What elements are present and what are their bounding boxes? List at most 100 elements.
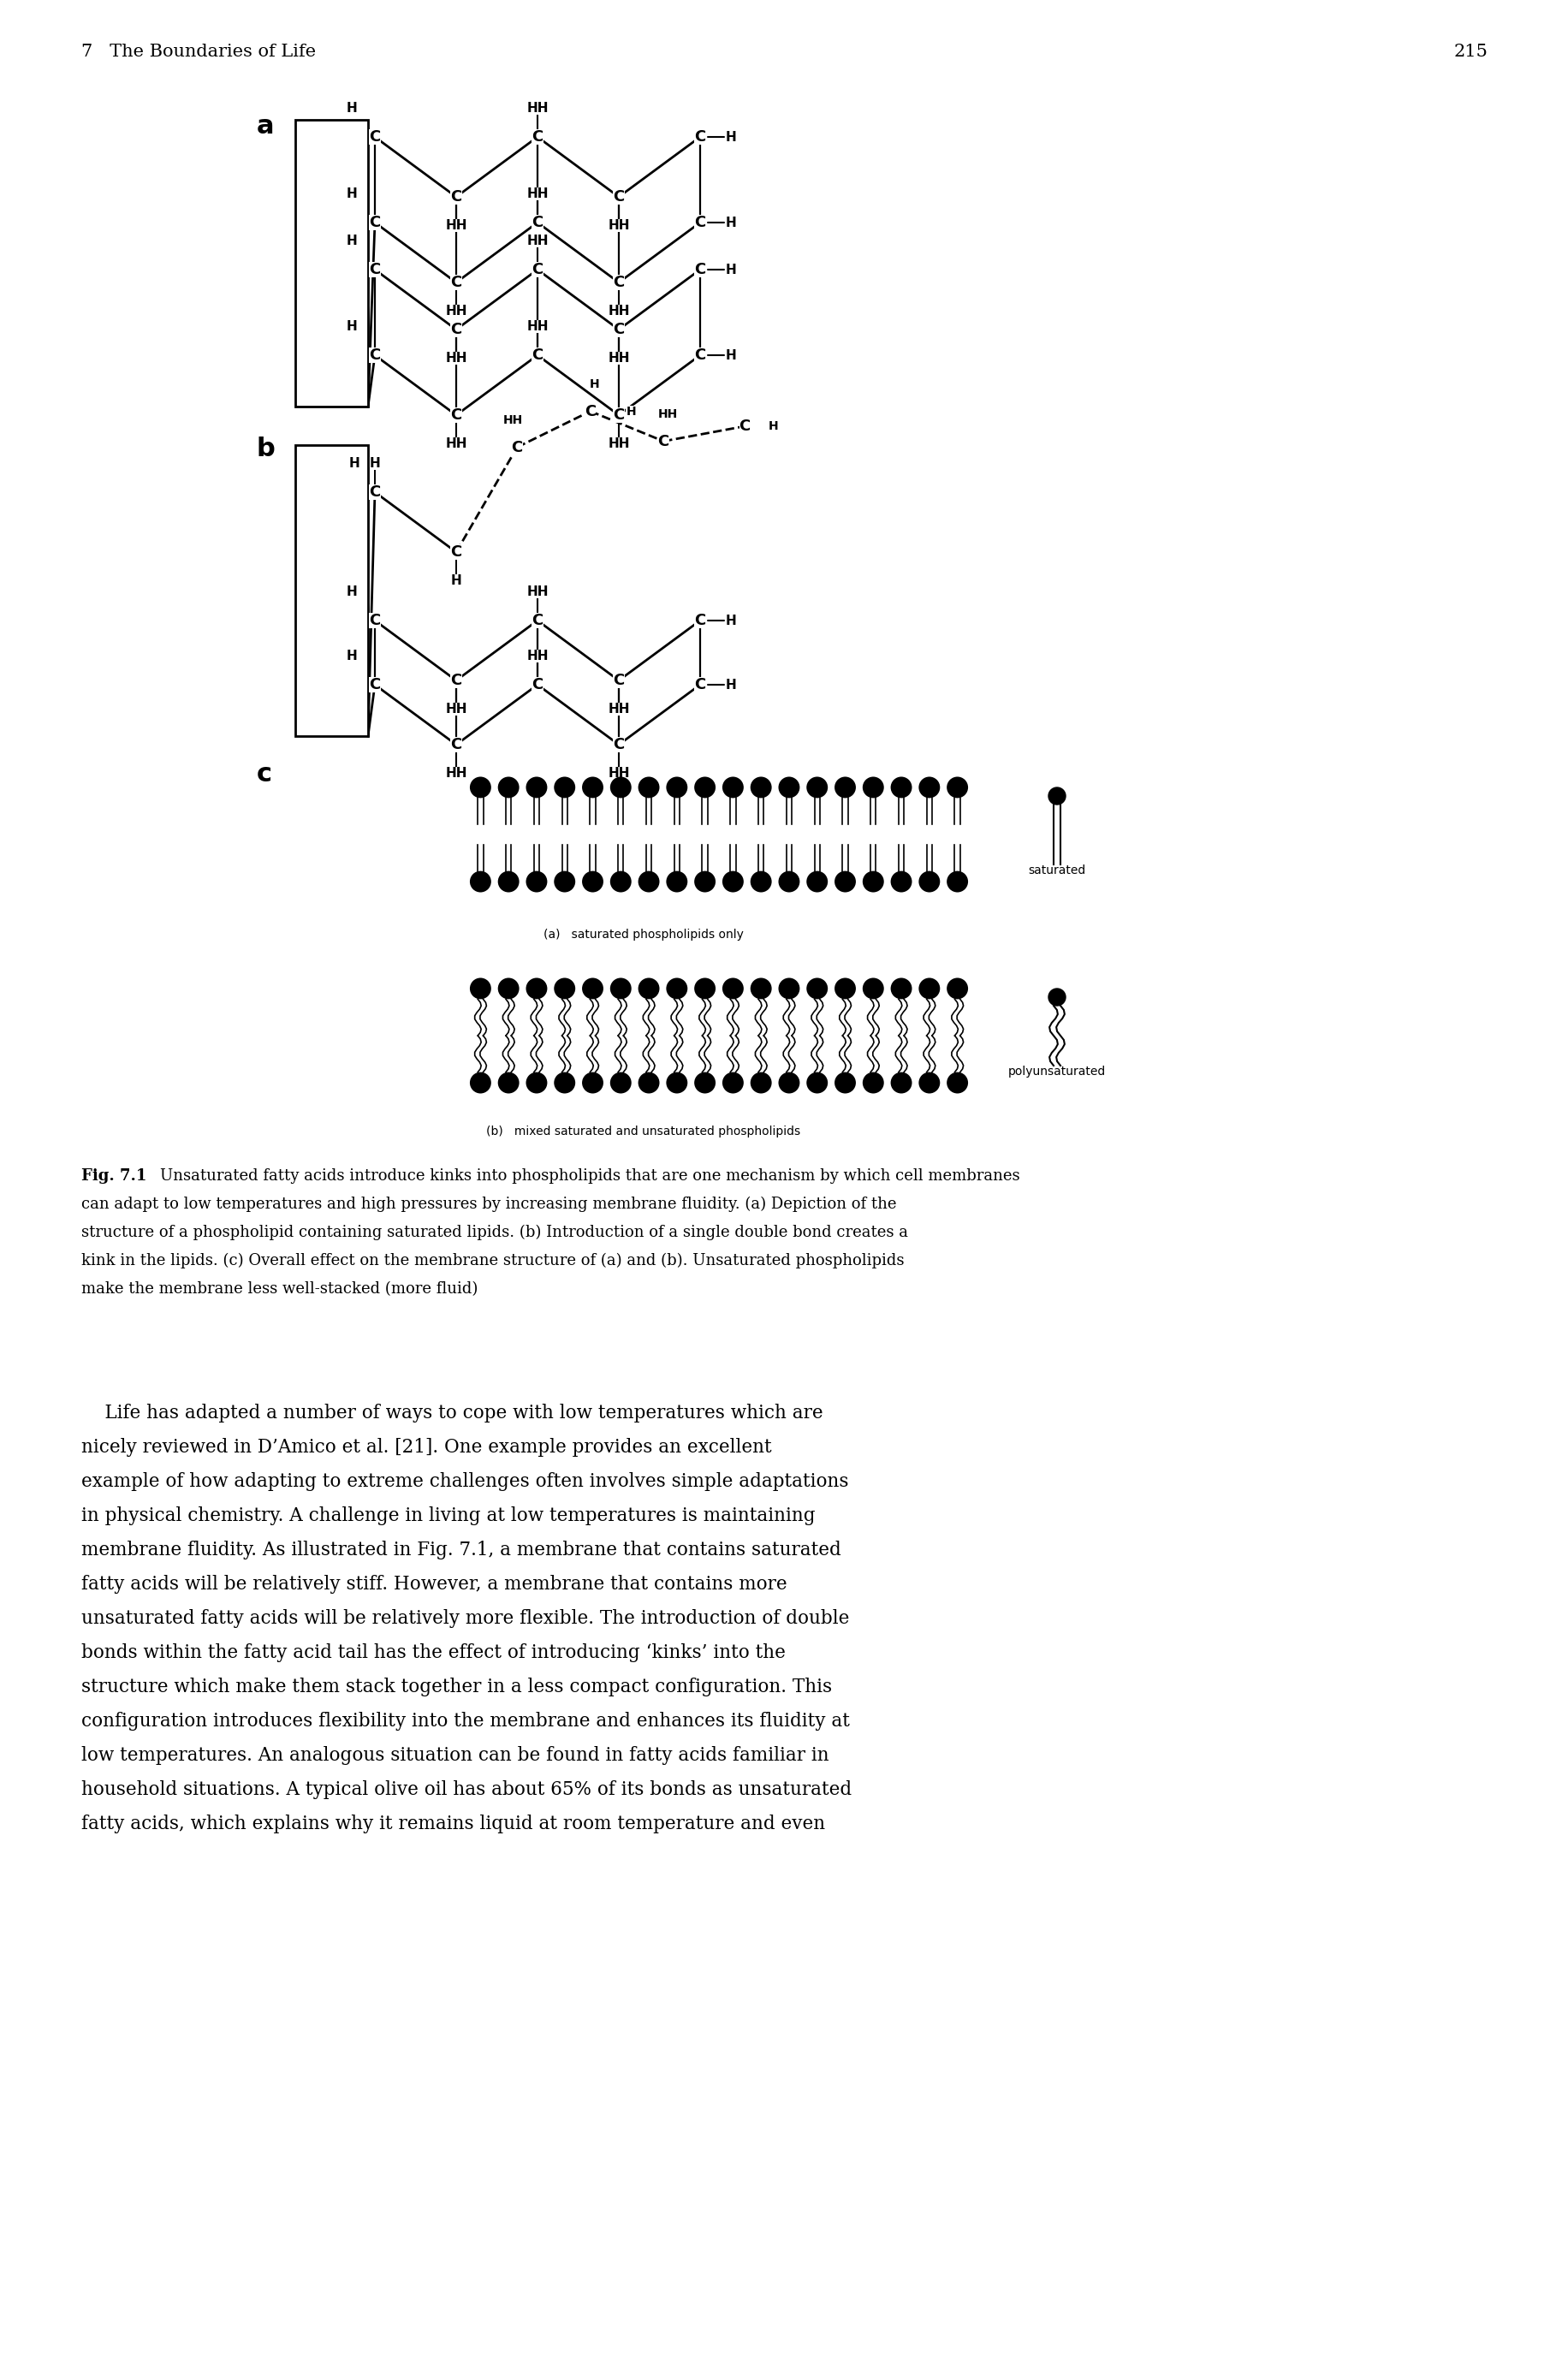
Circle shape: [778, 777, 800, 798]
Text: C: C: [532, 261, 543, 278]
Text: H: H: [347, 102, 358, 114]
Text: can adapt to low temperatures and high pressures by increasing membrane fluidity: can adapt to low temperatures and high p…: [82, 1198, 895, 1212]
Text: C: C: [657, 432, 670, 449]
Circle shape: [806, 872, 828, 893]
Text: C: C: [613, 190, 624, 204]
Text: HH: HH: [607, 304, 629, 318]
Text: C: C: [585, 404, 596, 418]
Circle shape: [778, 872, 800, 893]
Text: HH: HH: [607, 767, 629, 779]
Circle shape: [834, 979, 856, 1000]
Circle shape: [497, 872, 519, 893]
Circle shape: [1047, 988, 1065, 1005]
Circle shape: [1047, 786, 1065, 805]
Text: HH: HH: [445, 352, 467, 364]
Text: 7   The Boundaries of Life: 7 The Boundaries of Life: [82, 43, 315, 59]
Text: C: C: [450, 737, 461, 753]
Circle shape: [497, 1072, 519, 1093]
Circle shape: [638, 872, 659, 893]
Circle shape: [919, 777, 939, 798]
Text: H: H: [724, 677, 735, 691]
Circle shape: [946, 872, 967, 893]
Text: H: H: [724, 131, 735, 143]
Text: C: C: [613, 406, 624, 423]
Text: kink in the lipids. (c) Overall effect on the membrane structure of (a) and (b).: kink in the lipids. (c) Overall effect o…: [82, 1252, 903, 1269]
Circle shape: [721, 979, 743, 1000]
Text: HH: HH: [445, 304, 467, 318]
Text: H: H: [347, 235, 358, 247]
Circle shape: [638, 979, 659, 1000]
Text: C: C: [450, 190, 461, 204]
Circle shape: [862, 777, 883, 798]
Circle shape: [554, 872, 575, 893]
Circle shape: [582, 872, 604, 893]
Text: H: H: [724, 216, 735, 228]
Text: bonds within the fatty acid tail has the effect of introducing ‘kinks’ into the: bonds within the fatty acid tail has the…: [82, 1644, 786, 1663]
Text: H: H: [724, 613, 735, 627]
Text: C: C: [613, 672, 624, 689]
Text: C: C: [532, 347, 543, 364]
Circle shape: [695, 1072, 715, 1093]
Text: HH: HH: [607, 703, 629, 715]
Text: C: C: [368, 128, 381, 145]
Text: C: C: [450, 406, 461, 423]
Text: HH: HH: [607, 219, 629, 233]
Circle shape: [778, 979, 800, 1000]
Circle shape: [721, 777, 743, 798]
Circle shape: [891, 1072, 911, 1093]
Circle shape: [666, 777, 687, 798]
Text: C: C: [368, 613, 381, 627]
Circle shape: [721, 1072, 743, 1093]
Circle shape: [610, 979, 630, 1000]
Text: household situations. A typical olive oil has about 65% of its bonds as unsatura: household situations. A typical olive oi…: [82, 1780, 851, 1799]
Text: H: H: [724, 264, 735, 276]
Text: C: C: [511, 440, 522, 454]
Text: H: H: [347, 651, 358, 663]
Text: H: H: [347, 321, 358, 333]
Text: H: H: [590, 378, 599, 390]
Circle shape: [946, 1072, 967, 1093]
Text: C: C: [695, 128, 706, 145]
Text: H: H: [347, 584, 358, 599]
Circle shape: [834, 777, 856, 798]
Text: C: C: [368, 677, 381, 691]
Circle shape: [582, 979, 604, 1000]
Text: make the membrane less well-stacked (more fluid): make the membrane less well-stacked (mor…: [82, 1281, 478, 1297]
Circle shape: [582, 777, 604, 798]
Text: structure of a phospholipid containing saturated lipids. (b) Introduction of a s: structure of a phospholipid containing s…: [82, 1224, 908, 1240]
Text: C: C: [613, 321, 624, 337]
Circle shape: [750, 777, 771, 798]
Circle shape: [891, 979, 911, 1000]
Text: H: H: [347, 188, 358, 200]
Text: configuration introduces flexibility into the membrane and enhances its fluidity: configuration introduces flexibility int…: [82, 1711, 850, 1730]
Text: HH: HH: [445, 437, 467, 449]
Text: HH: HH: [503, 413, 522, 425]
Text: C: C: [532, 677, 543, 691]
Circle shape: [638, 1072, 659, 1093]
Text: C: C: [695, 677, 706, 691]
Circle shape: [834, 872, 856, 893]
Text: C: C: [613, 276, 624, 290]
Text: in physical chemistry. A challenge in living at low temperatures is maintaining: in physical chemistry. A challenge in li…: [82, 1506, 815, 1525]
Circle shape: [946, 979, 967, 1000]
Text: (a)   saturated phospholipids only: (a) saturated phospholipids only: [543, 929, 743, 941]
Circle shape: [862, 1072, 883, 1093]
Circle shape: [778, 1072, 800, 1093]
Text: HH: HH: [657, 409, 677, 421]
Circle shape: [666, 872, 687, 893]
Text: HH: HH: [527, 321, 549, 333]
Circle shape: [834, 1072, 856, 1093]
Circle shape: [554, 979, 575, 1000]
Text: C: C: [695, 613, 706, 627]
Text: HH: HH: [527, 188, 549, 200]
Text: unsaturated fatty acids will be relatively more flexible. The introduction of do: unsaturated fatty acids will be relative…: [82, 1609, 848, 1628]
Text: C: C: [695, 261, 706, 278]
Text: b: b: [257, 437, 276, 461]
Text: nicely reviewed in D’Amico et al. [21]. One example provides an excellent: nicely reviewed in D’Amico et al. [21]. …: [82, 1437, 771, 1456]
Circle shape: [750, 872, 771, 893]
Circle shape: [806, 777, 828, 798]
Circle shape: [525, 1072, 547, 1093]
Text: HH: HH: [445, 703, 467, 715]
Circle shape: [946, 777, 967, 798]
Circle shape: [610, 872, 630, 893]
